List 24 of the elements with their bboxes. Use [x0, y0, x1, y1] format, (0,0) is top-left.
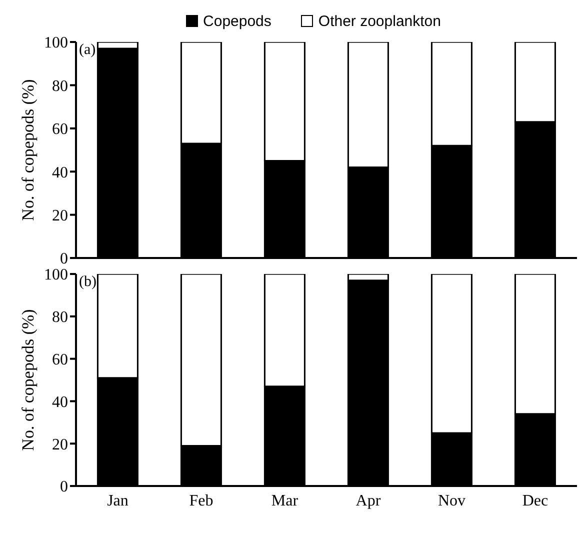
x-tick-label: Dec: [522, 492, 548, 510]
y-axis-title: No. of copepods (%): [18, 79, 38, 221]
y-tick-label: 100: [44, 34, 68, 52]
y-tick-label: 20: [52, 207, 68, 224]
y-tick-label: 100: [44, 266, 68, 284]
legend-label: Other zooplankton: [318, 12, 441, 30]
y-tick-label: 80: [52, 309, 68, 326]
x-tick-label: Nov: [438, 492, 466, 510]
legend-label: Copepods: [203, 12, 272, 30]
annotation: (a): [79, 42, 96, 59]
y-tick-label: 60: [52, 121, 68, 138]
y-tick-label: 40: [52, 394, 68, 411]
x-tick-label: Mar: [271, 492, 299, 510]
y-axis-title: No. of copepods (%): [18, 309, 38, 451]
x-tick-label: Feb: [189, 492, 214, 510]
x-tick-label: Apr: [356, 492, 382, 510]
x-tick-label: Jan: [107, 492, 128, 510]
y-tick-label: 60: [52, 351, 68, 368]
annotation: (b): [79, 274, 96, 291]
y-tick-label: 40: [52, 164, 68, 182]
y-tick-label: 80: [52, 78, 68, 95]
y-tick-label: 0: [60, 478, 68, 496]
y-tick-label: 20: [52, 436, 68, 454]
y-tick-label: 0: [60, 250, 68, 268]
